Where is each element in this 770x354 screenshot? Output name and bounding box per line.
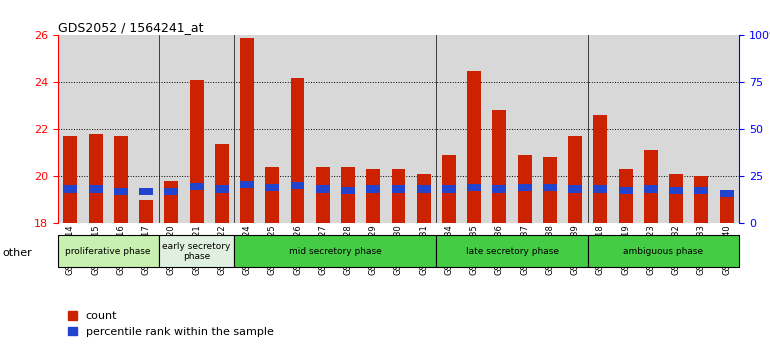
Text: proliferative phase: proliferative phase [65, 247, 151, 256]
Bar [669, 187, 683, 194]
Bar [417, 174, 430, 223]
Bar [341, 187, 355, 194]
Bar [618, 169, 633, 223]
Bar [467, 70, 481, 223]
Bar [644, 150, 658, 223]
Bar [215, 144, 229, 223]
Bar [568, 136, 582, 223]
Bar [114, 136, 128, 223]
Bar [89, 185, 102, 193]
Bar [517, 155, 531, 223]
Bar [139, 200, 153, 223]
Bar [290, 78, 304, 223]
Bar [316, 167, 330, 223]
Legend: count, percentile rank within the sample: count, percentile rank within the sample [63, 307, 278, 341]
Bar [720, 195, 734, 223]
Bar [517, 184, 531, 192]
Bar [215, 185, 229, 193]
Bar [695, 176, 708, 223]
Bar [89, 134, 102, 223]
Bar [391, 185, 406, 193]
Bar [266, 167, 280, 223]
Text: ambiguous phase: ambiguous phase [624, 247, 704, 256]
Bar [114, 188, 128, 195]
Bar [63, 185, 77, 193]
Bar [234, 235, 437, 267]
Bar [644, 185, 658, 193]
Bar [290, 182, 304, 189]
Bar [58, 235, 159, 267]
Bar [139, 188, 153, 195]
Bar [63, 136, 77, 223]
Bar [720, 190, 734, 197]
Bar [493, 185, 507, 193]
Bar [417, 185, 430, 193]
Bar [164, 181, 179, 223]
Bar [391, 169, 406, 223]
Bar [568, 185, 582, 193]
Bar [189, 80, 203, 223]
Bar [467, 184, 481, 192]
Text: GDS2052 / 1564241_at: GDS2052 / 1564241_at [58, 21, 203, 34]
Text: early secretory
phase: early secretory phase [162, 242, 231, 261]
Bar [367, 169, 380, 223]
Bar [164, 188, 179, 195]
Bar [341, 167, 355, 223]
Bar [543, 184, 557, 192]
Bar [240, 38, 254, 223]
Bar [594, 185, 608, 193]
Bar [442, 185, 456, 193]
Text: mid secretory phase: mid secretory phase [289, 247, 382, 256]
Text: other: other [2, 248, 32, 258]
Bar [588, 235, 739, 267]
Bar [159, 235, 234, 267]
Bar [437, 235, 588, 267]
Bar [543, 157, 557, 223]
Bar [695, 187, 708, 194]
Text: late secretory phase: late secretory phase [466, 247, 558, 256]
Bar [618, 187, 633, 194]
Bar [266, 184, 280, 192]
Bar [316, 185, 330, 193]
Bar [669, 174, 683, 223]
Bar [367, 185, 380, 193]
Bar [189, 183, 203, 190]
Bar [594, 115, 608, 223]
Bar [442, 155, 456, 223]
Bar [493, 110, 507, 223]
Bar [240, 181, 254, 188]
